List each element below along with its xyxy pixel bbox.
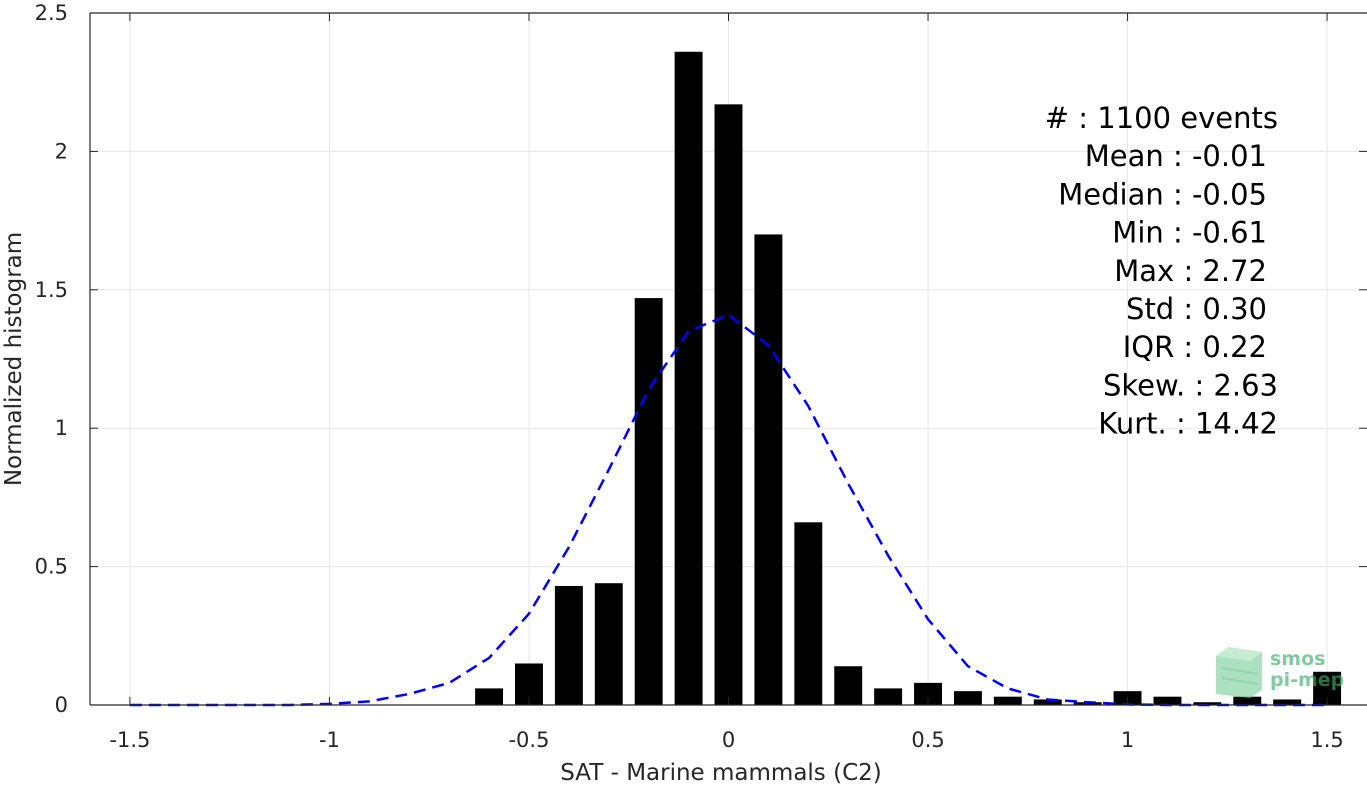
stat-line: IQR : 0.22 (1123, 330, 1267, 364)
logo-icon (1216, 647, 1262, 698)
y-tick-label: 2 (55, 139, 68, 163)
stat-line: Median : -0.05 (1058, 177, 1267, 211)
logo-text-pi-mep: pi-mep (1270, 669, 1344, 691)
y-tick-labels: 0 0.5 1 1.5 2 2.5 (35, 1, 68, 717)
stat-line: Std : 0.30 (1126, 292, 1267, 326)
x-tick-label: 1 (1121, 728, 1134, 752)
y-tick-label: 1.5 (35, 278, 68, 302)
x-tick-label: 0.5 (911, 728, 944, 752)
histogram-bar (1233, 696, 1262, 705)
stat-line: Kurt. : 14.42 (1098, 407, 1278, 441)
x-tick-label: 0 (722, 728, 735, 752)
y-axis-label: Normalized histogram (1, 232, 27, 486)
statistics-box: # : 1100 events Mean : -0.01 Median : -0.0… (1045, 101, 1278, 441)
histogram-bar (1073, 702, 1102, 705)
x-tick-label: -1 (319, 728, 340, 752)
x-tick-label: -1.5 (109, 728, 150, 752)
histogram-bar (1033, 699, 1062, 705)
x-tick-labels: -1.5 -1 -0.5 0 0.5 1 1.5 (109, 728, 1343, 752)
histogram-bar (554, 585, 583, 705)
histogram-bar (794, 522, 823, 705)
x-tick-label: -0.5 (508, 728, 549, 752)
stat-line: Mean : -0.01 (1085, 139, 1267, 173)
stat-line: # : 1100 events (1045, 101, 1278, 135)
x-tick-label: 1.5 (1310, 728, 1343, 752)
histogram-bar (594, 583, 623, 705)
histogram-bar (634, 298, 663, 705)
y-tick-label: 0 (55, 693, 68, 717)
histogram-bar (834, 666, 863, 705)
histogram-bar (993, 696, 1022, 705)
stat-line: Max : 2.72 (1114, 254, 1267, 288)
histogram-bars (475, 51, 1342, 706)
logo-text-smos: smos (1270, 648, 1325, 670)
histogram-bar (874, 688, 903, 705)
smos-pi-mep-logo: smos pi-mep (1216, 647, 1344, 698)
histogram-bar (754, 234, 783, 705)
histogram-bar (1153, 696, 1182, 705)
stat-line: Min : -0.61 (1112, 216, 1267, 250)
histogram-bar (914, 682, 942, 705)
y-tick-label: 2.5 (35, 1, 68, 25)
y-tick-label: 0.5 (35, 555, 68, 579)
histogram-bar (714, 104, 743, 706)
histogram-bar (1273, 699, 1302, 705)
y-tick-label: 1 (55, 416, 68, 440)
histogram-bar (674, 51, 703, 705)
axes (89, 12, 1367, 706)
histogram-bar (475, 688, 504, 705)
histogram-bar (1193, 702, 1222, 705)
histogram-bar (953, 691, 982, 705)
stat-line: Skew. : 2.63 (1103, 368, 1278, 402)
x-axis-label: SAT - Marine mammals (C2) (560, 760, 882, 785)
